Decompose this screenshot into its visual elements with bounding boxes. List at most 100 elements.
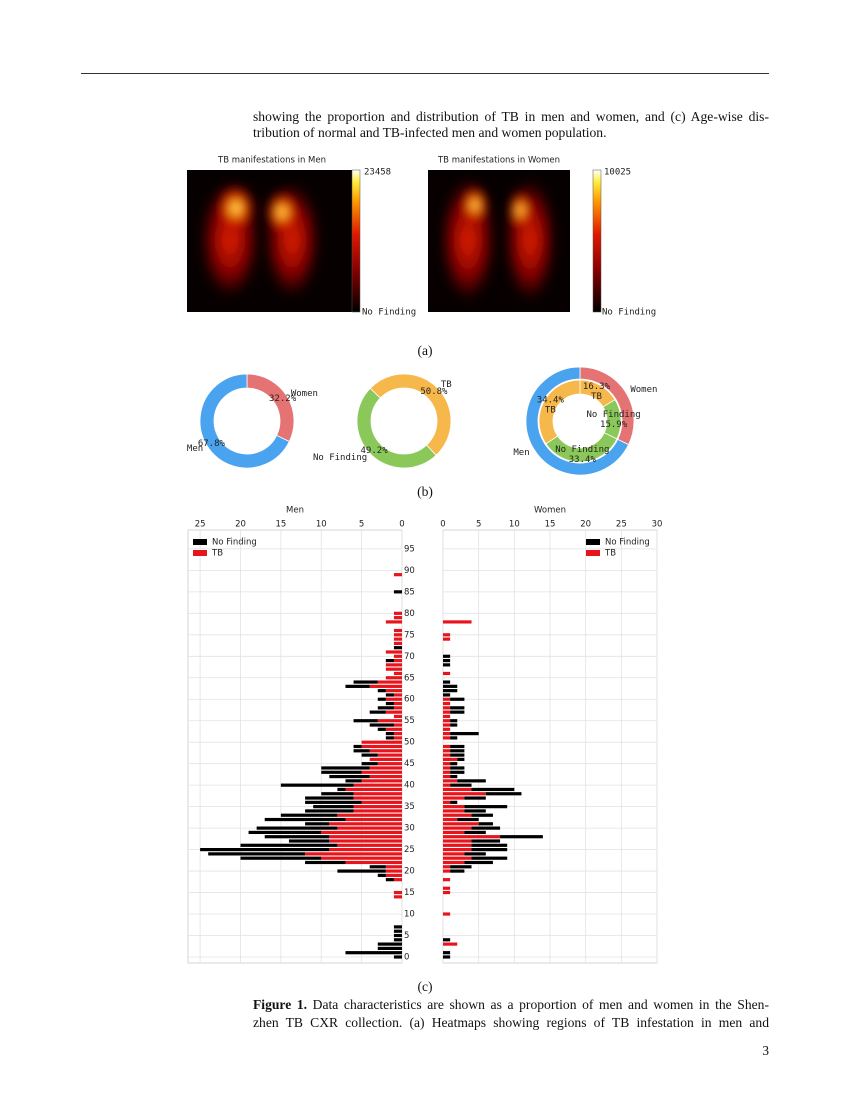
bar (377, 873, 386, 877)
legend-label: No Finding (212, 538, 257, 548)
donut-category-label: Women (291, 389, 318, 399)
bar (443, 736, 451, 740)
donut-category-label: Women (630, 385, 657, 395)
bar (353, 744, 362, 749)
bar (353, 792, 402, 796)
bar (329, 774, 370, 779)
legend-swatch (586, 539, 600, 545)
bar (443, 847, 472, 852)
bar (369, 757, 402, 761)
bar (464, 805, 508, 809)
donut-segment (199, 373, 290, 469)
bar (393, 706, 402, 710)
bar (321, 792, 354, 796)
bar (337, 787, 346, 792)
bar (385, 865, 402, 869)
colorbar (592, 169, 602, 313)
bar (393, 925, 402, 929)
y-tick-label: 65 (404, 673, 415, 683)
bar (240, 843, 338, 847)
bar (443, 766, 451, 770)
bar (443, 620, 472, 624)
heatmap-blobs (200, 182, 320, 298)
x-tick-label: 0 (440, 520, 445, 530)
bar (450, 783, 472, 787)
bar (443, 779, 458, 783)
y-tick-label: 40 (404, 781, 415, 791)
bar (337, 826, 402, 830)
bar (385, 663, 402, 667)
bar (377, 719, 402, 723)
bar (393, 955, 402, 959)
bar (443, 822, 479, 826)
bar (443, 890, 451, 895)
bar (305, 852, 402, 856)
bar (464, 796, 486, 800)
bar (443, 693, 451, 697)
panel-title: Men (286, 506, 304, 516)
bar (305, 860, 346, 865)
bar (393, 938, 402, 942)
donut-value-label: 16.3% (583, 382, 611, 392)
bar (457, 757, 465, 761)
bar (450, 766, 465, 770)
bar (443, 843, 472, 847)
bar (393, 701, 402, 706)
x-tick-label: 10 (316, 520, 327, 530)
bar (393, 611, 402, 615)
bar (443, 770, 451, 774)
x-tick-label: 25 (195, 520, 206, 530)
bar (393, 646, 402, 650)
bar (443, 826, 472, 830)
bar (457, 779, 486, 783)
bar (471, 839, 501, 843)
bar (450, 774, 458, 779)
bar (385, 693, 394, 697)
bar (369, 710, 386, 714)
bar (377, 753, 402, 757)
bar (443, 749, 451, 753)
bar (393, 633, 402, 637)
bar (471, 787, 515, 792)
bar (443, 783, 451, 787)
bar (361, 800, 402, 804)
bar (393, 895, 402, 899)
bar (385, 732, 394, 736)
bar (443, 813, 472, 817)
x-tick-label: 0 (399, 520, 404, 530)
donut-value-label: 67.8% (198, 439, 226, 449)
legend-swatch (586, 550, 600, 556)
bar (443, 852, 465, 856)
bar (471, 826, 501, 830)
bar (264, 835, 330, 839)
bar (443, 792, 486, 796)
bar (345, 951, 402, 955)
bar (353, 680, 378, 684)
bar (377, 946, 402, 950)
header-rule (81, 73, 769, 74)
y-tick-label: 60 (404, 695, 415, 705)
bar (443, 860, 465, 865)
donut-value-label: 15.9% (600, 420, 628, 430)
body-text-line: showing the proportion and distribution … (253, 109, 769, 124)
bar (443, 856, 472, 860)
bar (385, 701, 394, 706)
bar (443, 719, 451, 723)
y-tick-label: 75 (404, 630, 415, 640)
bar (471, 843, 508, 847)
bar (443, 757, 458, 761)
bar (443, 762, 451, 766)
y-tick-label: 85 (404, 587, 415, 597)
bar (393, 671, 402, 676)
y-tick-label: 55 (404, 716, 415, 726)
panel-label: (b) (417, 484, 433, 499)
legend-label: No Finding (605, 538, 650, 548)
bar (443, 774, 451, 779)
bar (393, 878, 402, 882)
bar (450, 762, 458, 766)
bar (385, 650, 402, 654)
caption-line: Figure 1. Data characteristics are shown… (253, 997, 769, 1015)
donut-category-label: TB (545, 406, 556, 416)
bar (377, 689, 386, 693)
